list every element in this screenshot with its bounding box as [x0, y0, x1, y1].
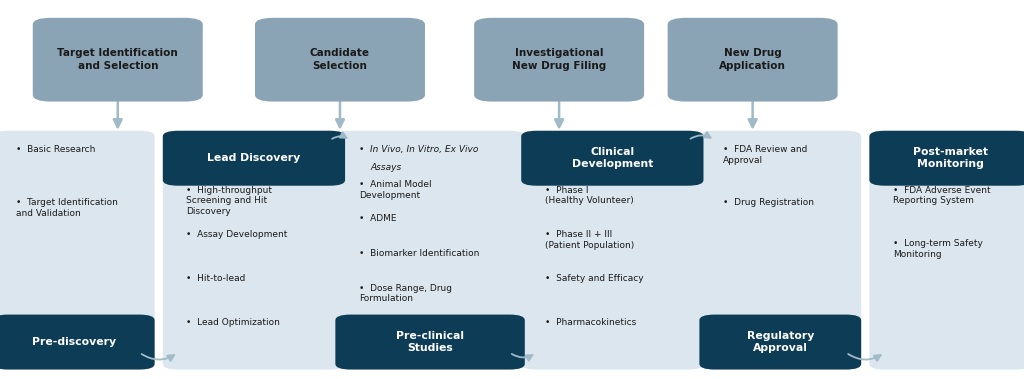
Text: Candidate
Selection: Candidate Selection	[310, 48, 370, 71]
FancyBboxPatch shape	[699, 131, 861, 370]
Text: •  Dose Range, Drug
Formulation: • Dose Range, Drug Formulation	[358, 284, 452, 304]
Text: •  Phase I
(Healthy Volunteer): • Phase I (Healthy Volunteer)	[545, 186, 634, 205]
FancyBboxPatch shape	[163, 131, 345, 186]
Text: Investigational
New Drug Filing: Investigational New Drug Filing	[512, 48, 606, 71]
Text: New Drug
Application: New Drug Application	[719, 48, 786, 71]
FancyBboxPatch shape	[521, 131, 703, 370]
FancyArrowPatch shape	[512, 354, 532, 361]
FancyBboxPatch shape	[33, 18, 203, 102]
Text: •  Long-term Safety
Monitoring: • Long-term Safety Monitoring	[893, 239, 983, 258]
Text: Pre-clinical
Studies: Pre-clinical Studies	[396, 331, 464, 353]
Text: •  Assay Development: • Assay Development	[186, 230, 288, 239]
Text: •  FDA Review and
Approval: • FDA Review and Approval	[723, 145, 807, 165]
Text: •  Lead Optimization: • Lead Optimization	[186, 318, 281, 327]
FancyBboxPatch shape	[699, 315, 861, 370]
Text: Clinical
Development: Clinical Development	[571, 147, 653, 169]
Text: •: •	[358, 145, 365, 154]
Text: •  Pharmacokinetics: • Pharmacokinetics	[545, 318, 636, 327]
FancyBboxPatch shape	[521, 131, 703, 186]
FancyBboxPatch shape	[335, 131, 524, 370]
FancyArrowPatch shape	[332, 132, 346, 139]
FancyBboxPatch shape	[474, 18, 644, 102]
Text: •  High-throughput
Screening and Hit
Discovery: • High-throughput Screening and Hit Disc…	[186, 186, 272, 216]
Text: •  Basic Research: • Basic Research	[16, 145, 96, 154]
Text: •  Target Identification
and Validation: • Target Identification and Validation	[16, 198, 118, 218]
Text: Regulatory
Approval: Regulatory Approval	[746, 331, 814, 353]
FancyArrowPatch shape	[848, 354, 881, 361]
Text: Lead Discovery: Lead Discovery	[207, 153, 301, 163]
FancyBboxPatch shape	[0, 131, 155, 370]
Text: •  Drug Registration: • Drug Registration	[723, 198, 814, 207]
Text: •  Animal Model
Development: • Animal Model Development	[358, 180, 431, 200]
FancyBboxPatch shape	[869, 131, 1024, 370]
Text: •  ADME: • ADME	[358, 215, 396, 224]
FancyBboxPatch shape	[163, 131, 345, 370]
Text: •  Phase II + III
(Patient Population): • Phase II + III (Patient Population)	[545, 230, 634, 249]
FancyArrowPatch shape	[141, 354, 174, 361]
FancyBboxPatch shape	[255, 18, 425, 102]
Text: •  Biomarker Identification: • Biomarker Identification	[358, 249, 479, 258]
FancyBboxPatch shape	[668, 18, 838, 102]
Text: Post-market
Monitoring: Post-market Monitoring	[912, 147, 988, 169]
Text: In Vivo, In Vitro, Ex Vivo: In Vivo, In Vitro, Ex Vivo	[371, 145, 478, 154]
Text: Assays: Assays	[371, 163, 401, 172]
FancyBboxPatch shape	[869, 131, 1024, 186]
FancyBboxPatch shape	[335, 315, 524, 370]
Text: •  Safety and Efficacy: • Safety and Efficacy	[545, 274, 643, 283]
FancyBboxPatch shape	[0, 315, 155, 370]
Text: Target Identification
and Selection: Target Identification and Selection	[57, 48, 178, 71]
Text: •  Hit-to-lead: • Hit-to-lead	[186, 274, 246, 283]
Text: Pre-discovery: Pre-discovery	[32, 337, 116, 347]
Text: •  FDA Adverse Event
Reporting System: • FDA Adverse Event Reporting System	[893, 186, 990, 205]
FancyArrowPatch shape	[690, 132, 711, 139]
